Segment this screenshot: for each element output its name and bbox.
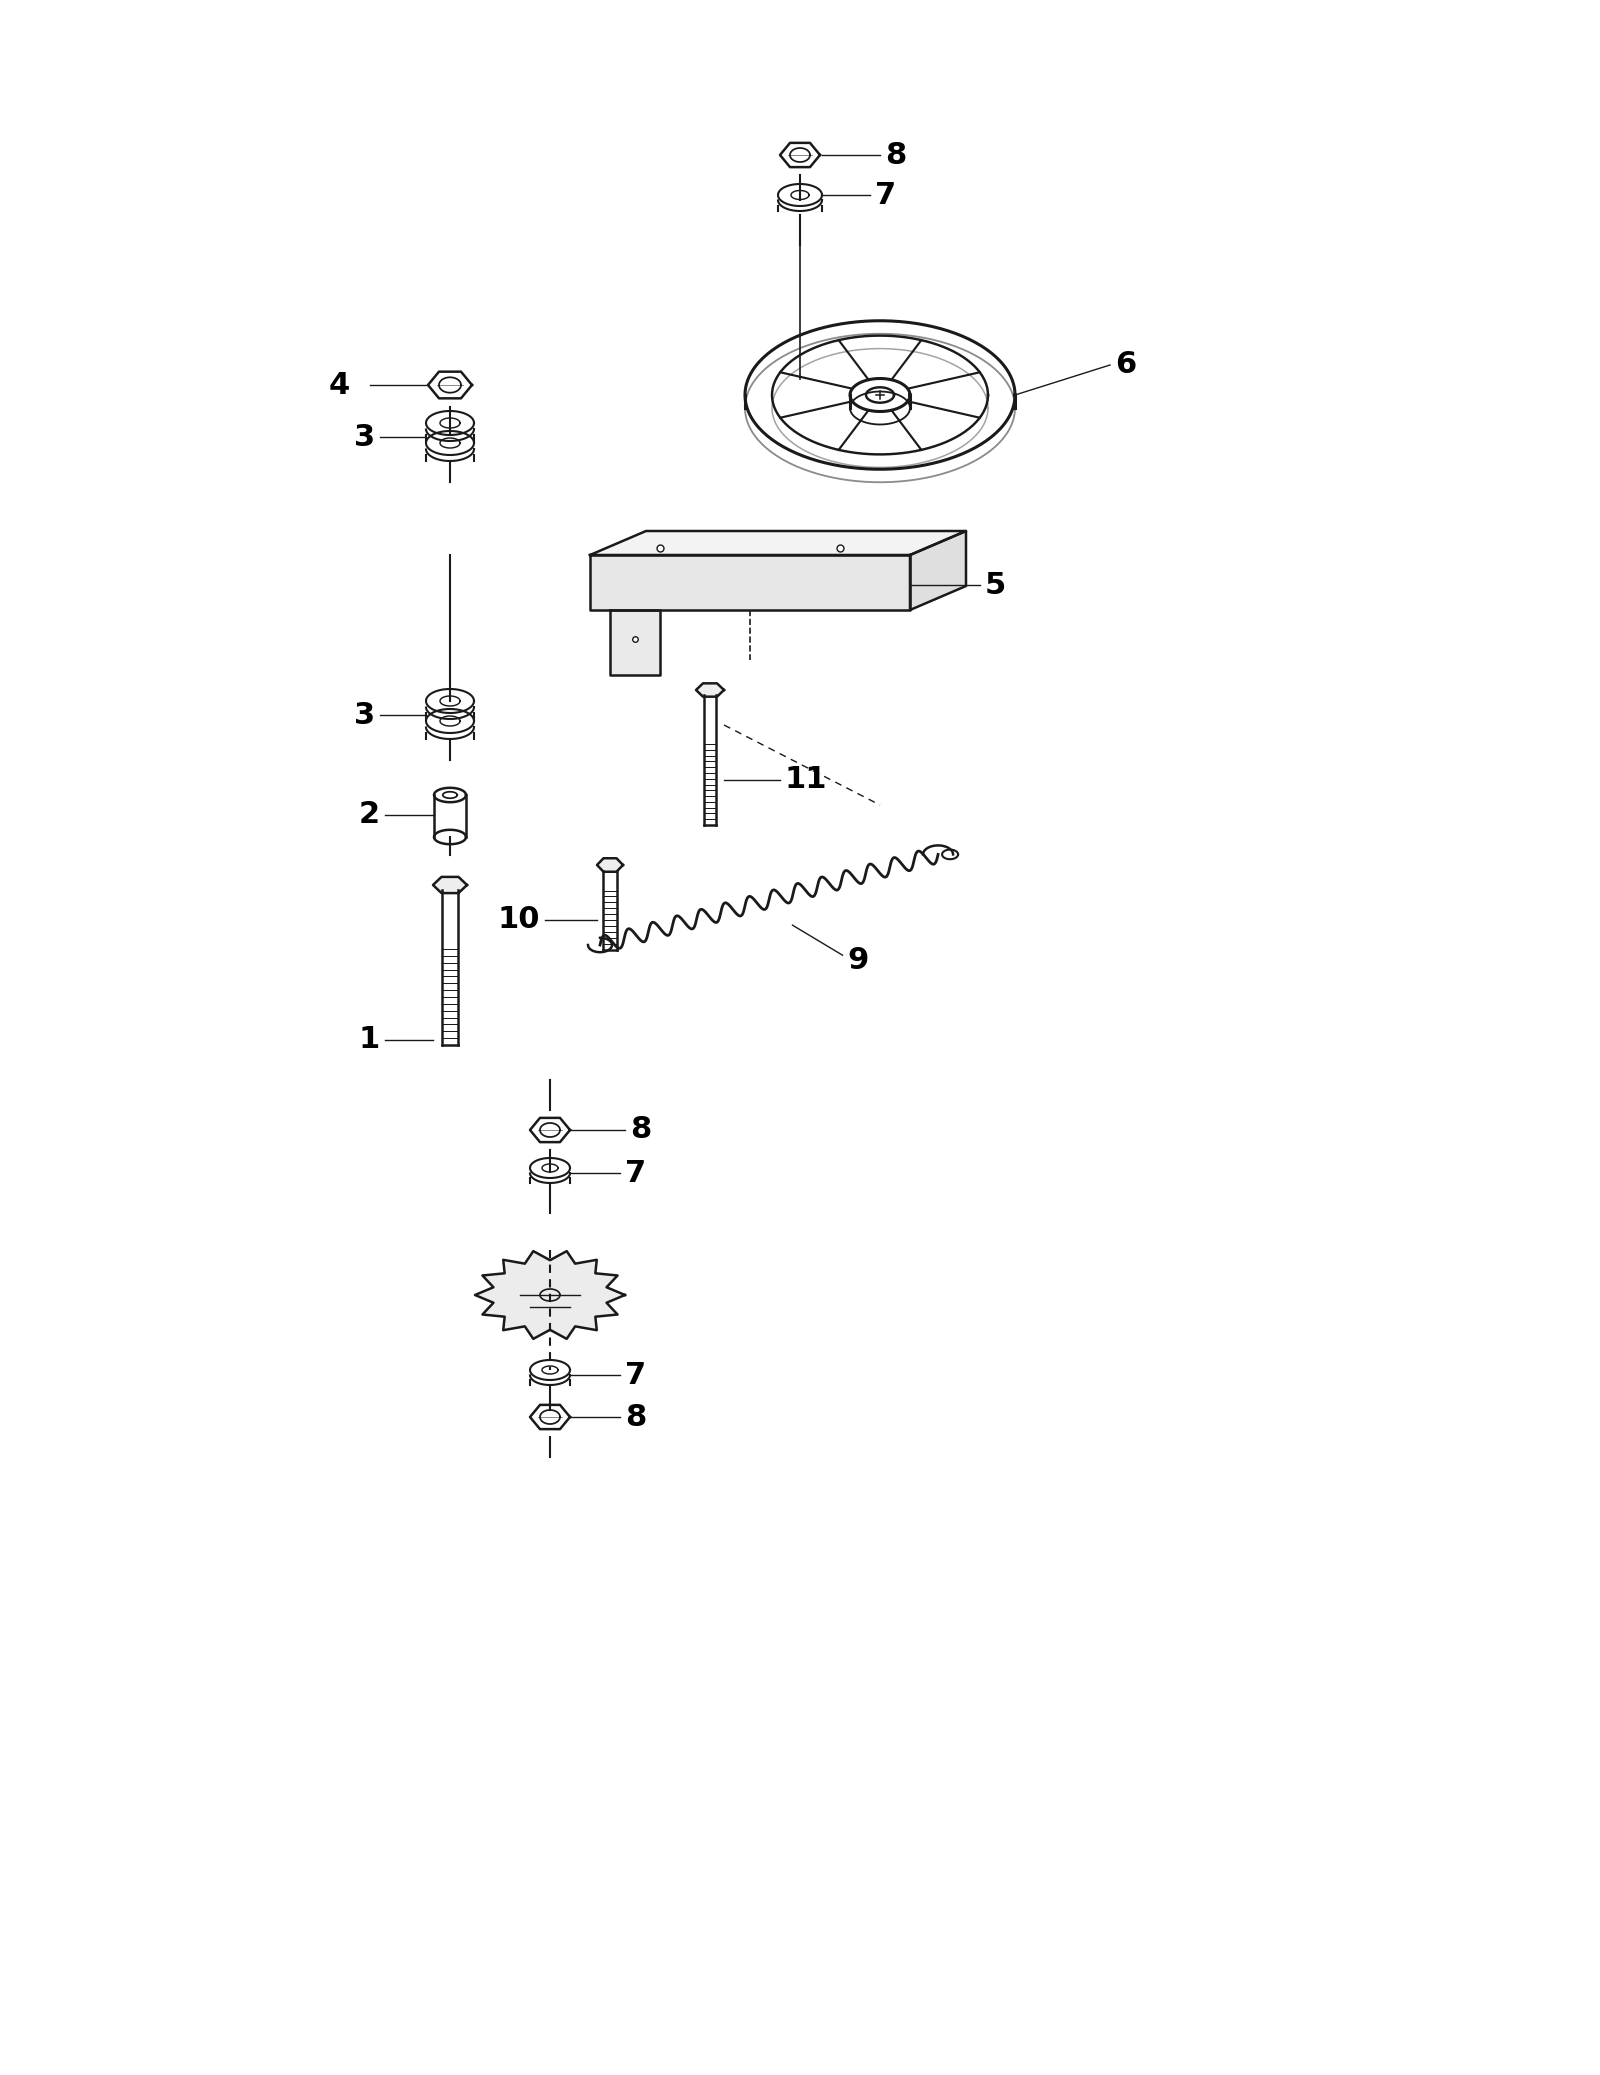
Text: 2: 2 <box>358 801 381 830</box>
Text: 7: 7 <box>626 1158 646 1187</box>
Text: 3: 3 <box>354 701 374 730</box>
Text: 5: 5 <box>986 571 1006 600</box>
Polygon shape <box>434 878 467 892</box>
Text: 1: 1 <box>358 1025 381 1054</box>
Polygon shape <box>597 859 622 872</box>
Polygon shape <box>590 531 966 554</box>
Polygon shape <box>910 531 966 610</box>
Text: 11: 11 <box>786 766 827 795</box>
Polygon shape <box>610 610 661 674</box>
Text: 8: 8 <box>885 141 906 170</box>
Text: 8: 8 <box>626 1403 646 1432</box>
Text: 7: 7 <box>626 1361 646 1390</box>
Polygon shape <box>475 1251 626 1338</box>
Polygon shape <box>696 683 723 697</box>
Text: 7: 7 <box>875 181 896 210</box>
Text: 6: 6 <box>1115 351 1136 380</box>
Text: 8: 8 <box>630 1116 651 1145</box>
Text: 10: 10 <box>498 905 541 934</box>
Text: 4: 4 <box>328 371 350 400</box>
Text: 9: 9 <box>848 946 869 975</box>
Text: 3: 3 <box>354 423 374 452</box>
Polygon shape <box>590 554 910 610</box>
